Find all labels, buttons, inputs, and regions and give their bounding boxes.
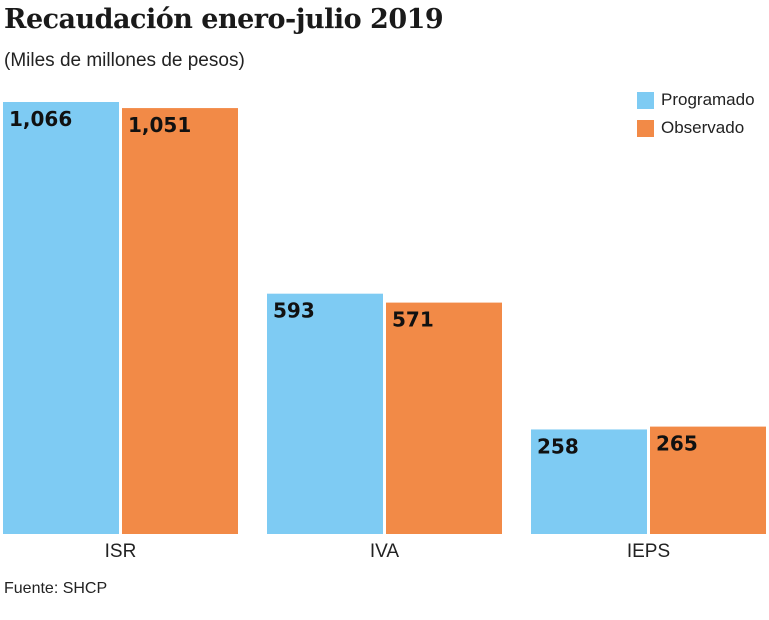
legend-swatch-programado — [637, 91, 654, 109]
data-label-isr-observado: 1,051 — [128, 113, 191, 137]
bar-iva-observado — [386, 302, 502, 534]
bar-isr-observado — [122, 108, 238, 534]
legend-label-observado: Observado — [661, 118, 745, 137]
bar-iva-programado — [267, 293, 383, 534]
data-label-ieps-programado: 258 — [537, 434, 579, 458]
data-label-ieps-observado: 265 — [656, 432, 698, 456]
data-label-iva-programado: 593 — [273, 299, 315, 323]
legend-item-programado: Programado — [637, 86, 755, 114]
source-note: Fuente: SHCP — [4, 580, 108, 597]
legend-item-observado: Observado — [637, 114, 755, 142]
bar-ieps-programado — [531, 429, 647, 534]
category-label-iva: IVA — [370, 541, 400, 562]
legend: Programado Observado — [637, 86, 755, 142]
data-label-isr-programado: 1,066 — [9, 107, 72, 131]
bar-isr-programado — [3, 102, 119, 534]
chart-title: Recaudación enero-julio 2019 — [4, 4, 444, 35]
category-label-ieps: IEPS — [627, 541, 670, 562]
bar-ieps-observado — [650, 426, 766, 534]
category-label-isr: ISR — [105, 541, 137, 562]
chart-subtitle: (Miles de millones de pesos) — [4, 50, 245, 71]
legend-swatch-observado — [637, 119, 654, 137]
data-label-iva-observado: 571 — [392, 308, 434, 332]
legend-label-programado: Programado — [661, 90, 755, 109]
